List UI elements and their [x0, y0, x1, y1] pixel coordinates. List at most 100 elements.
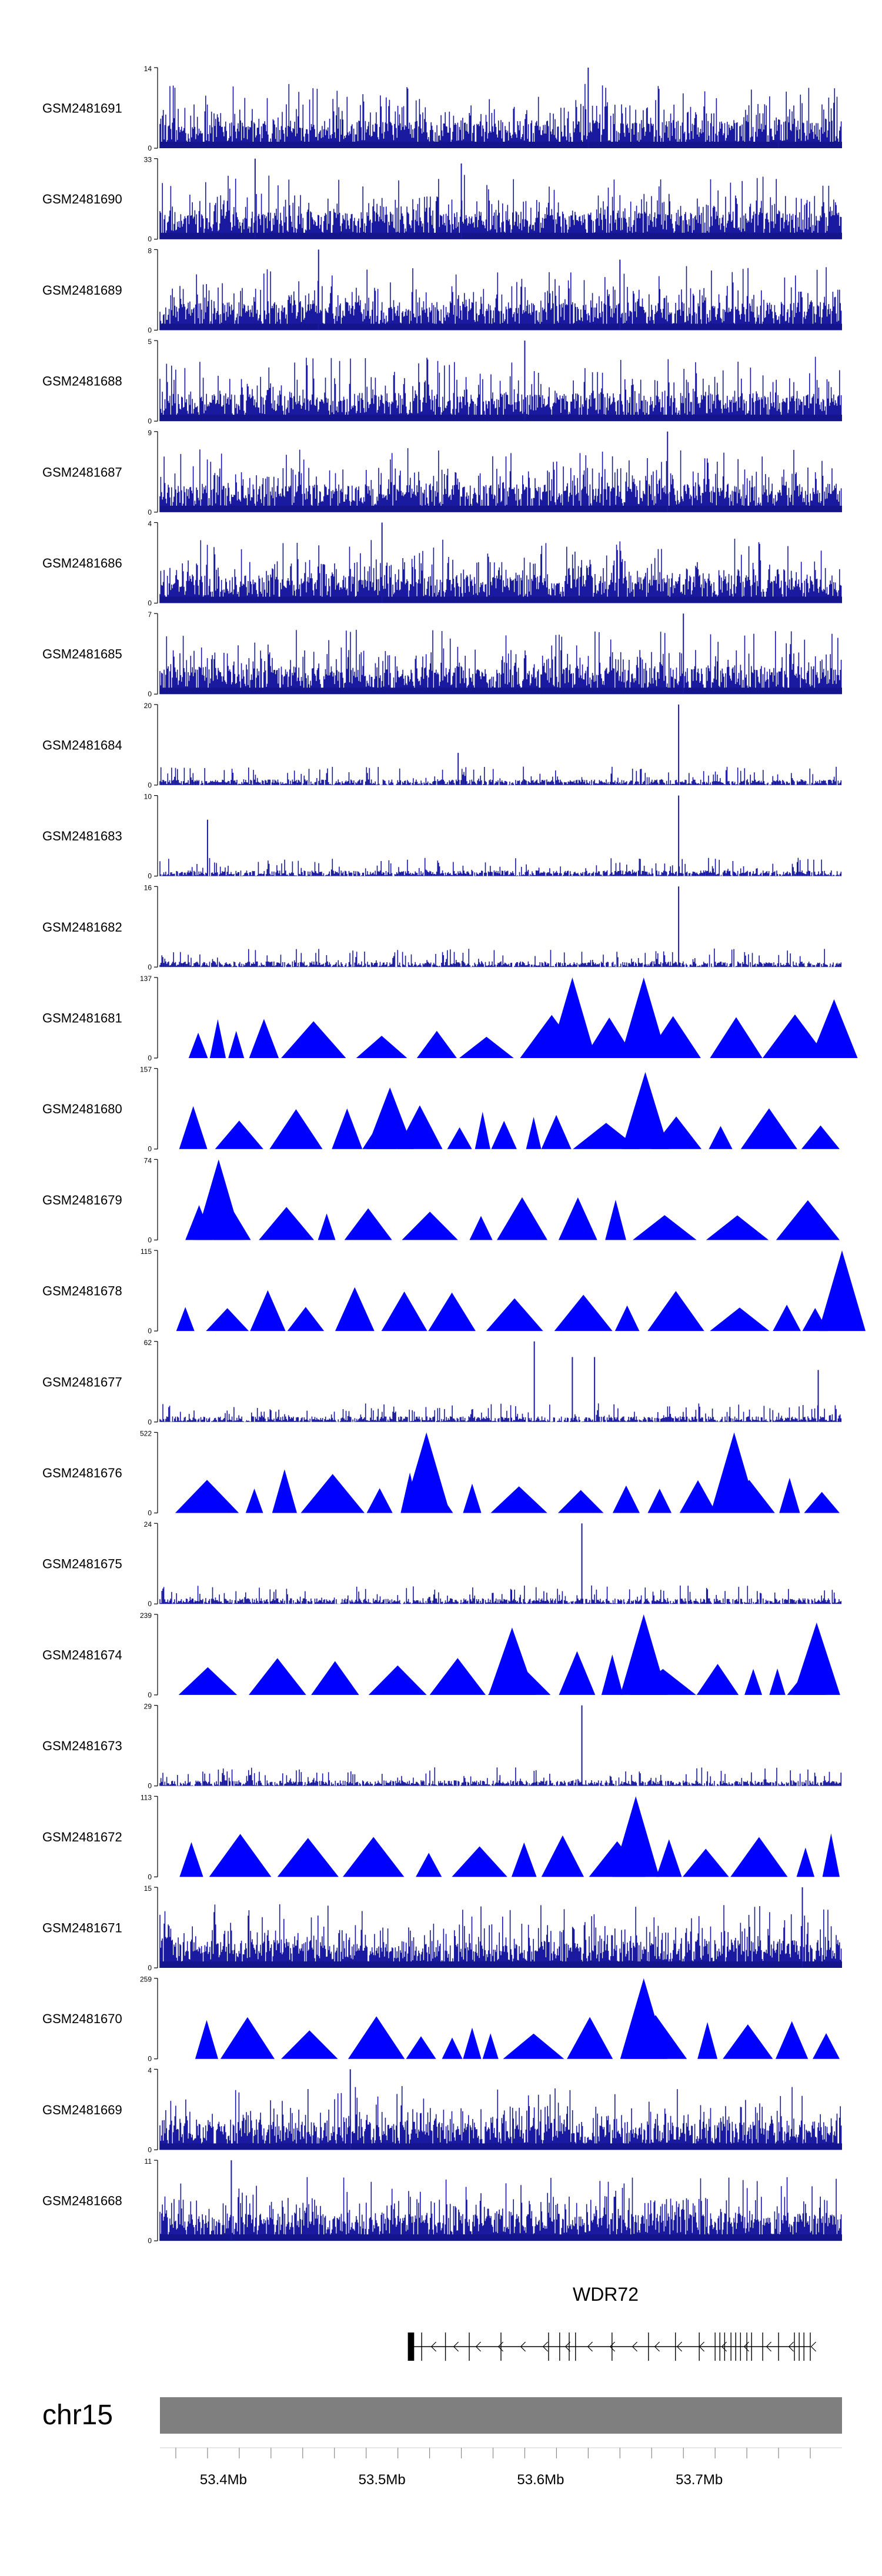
y-tick-label-max: 137 [140, 975, 152, 983]
signal-bars [159, 2086, 842, 2150]
coverage-block [822, 1833, 840, 1877]
signal-baseline-band [160, 596, 842, 603]
y-tick-label-min: 0 [148, 144, 152, 152]
track-label: GSM2481670 [42, 2011, 122, 2026]
track-GSM2481691: GSM2481691 14 0 [42, 65, 842, 152]
coverage-block [497, 1197, 547, 1240]
signal-bars [159, 766, 842, 785]
coverage-block [188, 1032, 208, 1058]
coverage-peak [403, 1432, 450, 1513]
y-tick-label-min: 0 [148, 1600, 152, 1608]
coverage-block [175, 1480, 239, 1513]
y-tick-label-max: 259 [140, 1976, 152, 1984]
track-label: GSM2481690 [42, 192, 122, 206]
y-tick-label-max: 74 [144, 1156, 152, 1164]
coverage-block [381, 1292, 427, 1332]
signal-bars [159, 266, 842, 331]
coverage-block [287, 1307, 325, 1332]
y-tick-label-max: 157 [140, 1066, 152, 1074]
strand-arrow [654, 2341, 660, 2352]
y-tick-label-min: 0 [148, 235, 152, 243]
y-tick-label-min: 0 [148, 1327, 152, 1335]
coverage-block [215, 1120, 263, 1149]
coverage-block [447, 1127, 472, 1149]
coverage-block [368, 1665, 427, 1695]
coverage-peak [620, 1614, 667, 1695]
coverage-block [647, 1489, 672, 1513]
coverage-block [559, 1651, 596, 1695]
coverage-block [281, 2030, 338, 2059]
coverage-block [776, 2021, 808, 2059]
coverage-block [335, 1287, 375, 1332]
y-tick-label-min: 0 [148, 1782, 152, 1790]
track-GSM2481686: GSM2481686 4 0 [42, 520, 842, 608]
signal-bars [159, 948, 842, 967]
y-tick-label-min: 0 [148, 1418, 152, 1426]
coverage-block [730, 1837, 788, 1877]
y-tick-label-min: 0 [148, 326, 152, 334]
track-GSM2481675: GSM2481675 24 0 [42, 1520, 842, 1608]
coverage-block [179, 1842, 203, 1877]
signal-bars [159, 84, 842, 148]
coverage-block [259, 1207, 315, 1240]
y-tick-label-max: 20 [144, 702, 152, 710]
coverage-block [249, 1019, 279, 1058]
gene-track: WDR72 [407, 2284, 817, 2361]
signal-bars [159, 1585, 842, 1604]
signal-baseline-band [160, 1961, 842, 1968]
signal-bars [159, 2177, 842, 2241]
strand-arrow [587, 2341, 593, 2352]
coverage-peak [620, 1978, 667, 2059]
signal-bars [159, 448, 842, 512]
track-GSM2481684: GSM2481684 20 0 [42, 702, 842, 789]
signal-tracks: GSM2481691140GSM2481690330GSM248168980GS… [42, 65, 866, 2245]
coverage-block [796, 1847, 815, 1877]
coverage-block [679, 1480, 717, 1513]
y-tick-label-min: 0 [148, 872, 152, 880]
y-tick-label-min: 0 [148, 1691, 152, 1699]
axis-tick-label: 53.7Mb [676, 2472, 723, 2488]
axis-tick-label: 53.6Mb [517, 2472, 564, 2488]
strand-arrow [453, 2341, 459, 2352]
y-tick-label-min: 0 [148, 1236, 152, 1244]
coverage-block [740, 1108, 797, 1149]
track-label: GSM2481688 [42, 374, 122, 389]
coverage-block [601, 1654, 623, 1695]
track-GSM2481679: GSM2481679 74 0 [42, 1156, 840, 1244]
track-GSM2481670: GSM2481670 259 0 [42, 1976, 840, 2063]
y-tick-label-min: 0 [148, 508, 152, 516]
signal-bars [159, 539, 842, 603]
track-label: GSM2481672 [42, 1830, 122, 1844]
ideogram-track: chr15 [42, 2397, 842, 2434]
track-label: GSM2481687 [42, 465, 122, 479]
coverage-block [614, 1305, 640, 1332]
strand-arrow [430, 2341, 437, 2352]
coverage-peak [488, 1627, 536, 1695]
coverage-block [683, 1848, 729, 1877]
track-GSM2481682: GSM2481682 16 0 [42, 883, 842, 971]
strand-arrow [475, 2341, 482, 2352]
track-GSM2481687: GSM2481687 9 0 [42, 429, 842, 516]
coverage-block [429, 1658, 486, 1695]
y-tick-label-max: 10 [144, 793, 152, 801]
axis-tick-label: 53.5Mb [359, 2472, 406, 2488]
signal-bars [159, 1767, 842, 1786]
strand-arrow [810, 2341, 817, 2352]
coverage-block [605, 1199, 626, 1240]
coverage-block [250, 1290, 286, 1332]
coverage-block [769, 1669, 786, 1695]
coverage-block [706, 1215, 769, 1240]
coverage-block [344, 1208, 392, 1240]
y-tick-label-max: 113 [141, 1793, 152, 1801]
y-tick-label-max: 4 [148, 2066, 152, 2074]
y-tick-label-max: 16 [144, 883, 152, 892]
coverage-block [178, 1667, 238, 1695]
coverage-block [573, 1123, 640, 1149]
y-tick-label-max: 7 [148, 610, 152, 619]
coverage-block [469, 1216, 493, 1240]
y-tick-label-min: 0 [148, 2145, 152, 2154]
track-GSM2481674: GSM2481674 239 0 [42, 1611, 840, 1699]
coverage-peak [810, 999, 858, 1058]
y-tick-label-max: 9 [148, 429, 152, 437]
track-label: GSM2481691 [42, 101, 122, 116]
